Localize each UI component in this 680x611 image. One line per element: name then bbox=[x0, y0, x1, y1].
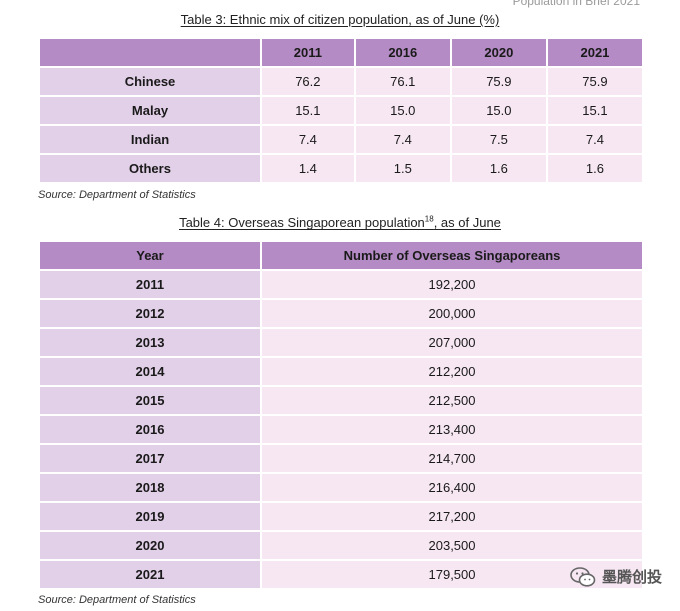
table-cell: 15.0 bbox=[451, 97, 546, 124]
table-row: 2013 207,000 bbox=[40, 329, 642, 356]
year-cell: 2014 bbox=[40, 358, 260, 385]
year-cell: 2011 bbox=[40, 271, 260, 298]
table4-col-header: Number of Overseas Singaporeans bbox=[262, 242, 642, 269]
table4-header-row: Year Number of Overseas Singaporeans bbox=[40, 242, 642, 269]
table-cell: 7.4 bbox=[262, 126, 354, 153]
table3-title-text: Table 3: Ethnic mix of citizen populatio… bbox=[180, 12, 500, 27]
year-cell: 2020 bbox=[40, 532, 260, 559]
table-cell: 76.1 bbox=[355, 68, 450, 95]
table-cell: 15.1 bbox=[547, 97, 642, 124]
year-cell: 2018 bbox=[40, 474, 260, 501]
table3-col-header: 2011 bbox=[262, 39, 354, 66]
row-label: Others bbox=[40, 155, 260, 182]
table-row: 2016 213,400 bbox=[40, 416, 642, 443]
table-row: Indian 7.4 7.4 7.5 7.4 bbox=[40, 126, 642, 153]
table-cell: 1.6 bbox=[547, 155, 642, 182]
table-cell: 75.9 bbox=[451, 68, 546, 95]
table-row: 2020 203,500 bbox=[40, 532, 642, 559]
population-cell: 212,500 bbox=[262, 387, 642, 414]
table4-title-suffix: , as of June bbox=[433, 215, 501, 231]
year-cell: 2017 bbox=[40, 445, 260, 472]
table-row: 2019 217,200 bbox=[40, 503, 642, 530]
table-cell: 7.4 bbox=[547, 126, 642, 153]
table-cell: 1.4 bbox=[262, 155, 354, 182]
wechat-icon bbox=[570, 566, 596, 587]
table3-col-header: 2020 bbox=[451, 39, 546, 66]
row-label: Malay bbox=[40, 97, 260, 124]
table4-title-main: Table 4: Overseas Singaporean population bbox=[179, 215, 425, 231]
table-row: 2017 214,700 bbox=[40, 445, 642, 472]
table-row: Chinese 76.2 76.1 75.9 75.9 bbox=[40, 68, 642, 95]
table-row: 2015 212,500 bbox=[40, 387, 642, 414]
year-cell: 2012 bbox=[40, 300, 260, 327]
table3-col-header: 2016 bbox=[355, 39, 450, 66]
table-row: 2018 216,400 bbox=[40, 474, 642, 501]
row-label: Indian bbox=[40, 126, 260, 153]
table-row: 2012 200,000 bbox=[40, 300, 642, 327]
table3-source: Source: Department of Statistics bbox=[38, 189, 196, 201]
population-cell: 214,700 bbox=[262, 445, 642, 472]
year-cell: 2019 bbox=[40, 503, 260, 530]
table-row: Others 1.4 1.5 1.6 1.6 bbox=[40, 155, 642, 182]
table3-header-row: 2011 2016 2020 2021 bbox=[40, 39, 642, 66]
table-cell: 1.5 bbox=[355, 155, 450, 182]
table-cell: 15.1 bbox=[262, 97, 354, 124]
population-cell: 217,200 bbox=[262, 503, 642, 530]
ethnic-mix-table: 2011 2016 2020 2021 Chinese 76.2 76.1 75.9 7… bbox=[38, 37, 644, 184]
header-note: Population in Brief 2021 bbox=[512, 0, 640, 8]
year-cell: 2021 bbox=[40, 561, 260, 588]
overseas-singaporeans-table: Year Number of Overseas Singaporeans 201… bbox=[38, 240, 644, 590]
population-cell: 200,000 bbox=[262, 300, 642, 327]
year-cell: 2016 bbox=[40, 416, 260, 443]
table3-title: Table 3: Ethnic mix of citizen populatio… bbox=[0, 12, 680, 27]
population-cell: 212,200 bbox=[262, 358, 642, 385]
year-cell: 2013 bbox=[40, 329, 260, 356]
population-cell: 179,500 bbox=[262, 561, 642, 588]
row-label: Chinese bbox=[40, 68, 260, 95]
watermark-text: 墨腾创投 bbox=[601, 569, 662, 586]
table-cell: 76.2 bbox=[262, 68, 354, 95]
year-cell: 2015 bbox=[40, 387, 260, 414]
table-row: 2021 179,500 bbox=[40, 561, 642, 588]
table4-title-text: Table 4: Overseas Singaporean population… bbox=[179, 215, 501, 230]
table-row: 2014 212,200 bbox=[40, 358, 642, 385]
table-cell: 7.5 bbox=[451, 126, 546, 153]
table4-col-header: Year bbox=[40, 242, 260, 269]
population-cell: 213,400 bbox=[262, 416, 642, 443]
table-cell: 75.9 bbox=[547, 68, 642, 95]
table-row: 2011 192,200 bbox=[40, 271, 642, 298]
table-cell: 7.4 bbox=[355, 126, 450, 153]
watermark: 墨腾创投 bbox=[570, 566, 662, 587]
table4-title: Table 4: Overseas Singaporean population… bbox=[0, 215, 680, 230]
table4-title-footnote: 18 bbox=[424, 215, 434, 224]
population-cell: 203,500 bbox=[262, 532, 642, 559]
table-cell: 15.0 bbox=[355, 97, 450, 124]
population-cell: 192,200 bbox=[262, 271, 642, 298]
population-cell: 216,400 bbox=[262, 474, 642, 501]
table3-col-header: 2021 bbox=[547, 39, 642, 66]
table4-source: Source: Department of Statistics bbox=[38, 594, 196, 606]
table-row: Malay 15.1 15.0 15.0 15.1 bbox=[40, 97, 642, 124]
table3-col-header bbox=[40, 39, 260, 66]
population-cell: 207,000 bbox=[262, 329, 642, 356]
table-cell: 1.6 bbox=[451, 155, 546, 182]
